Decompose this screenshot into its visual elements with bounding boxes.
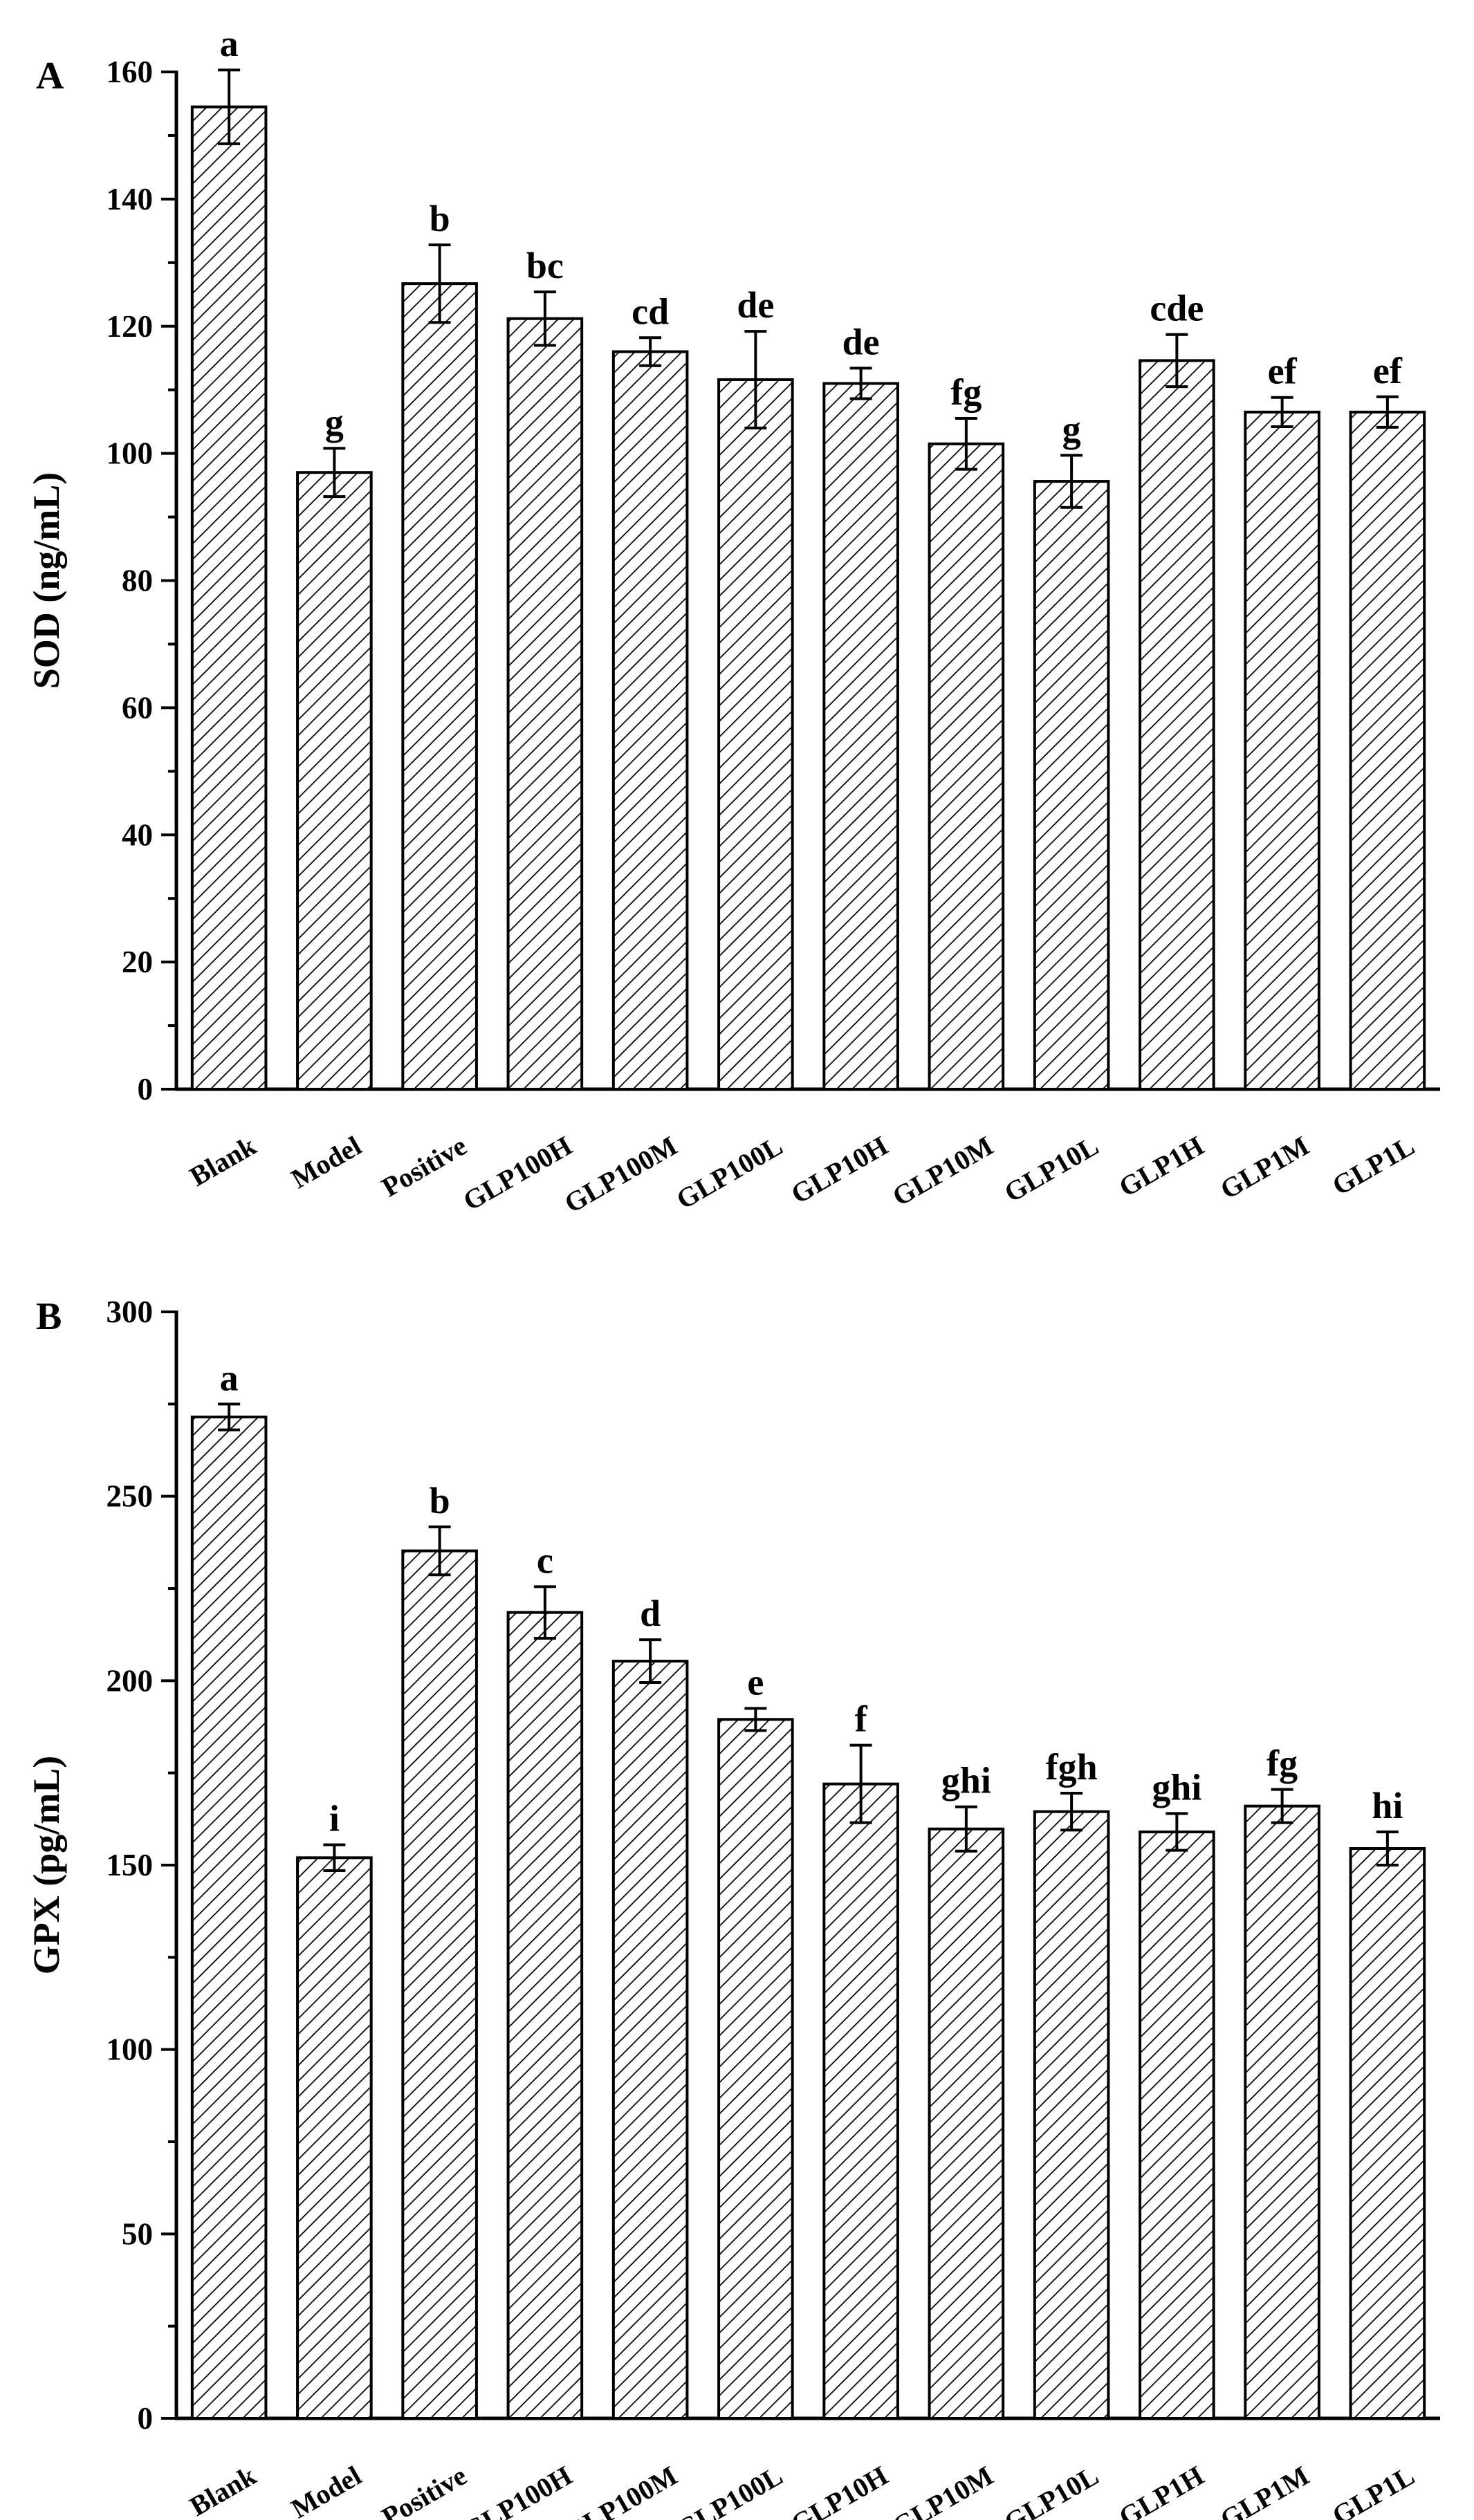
bar-glp1m [1244,410,1320,1091]
bar-model [296,1856,373,2420]
bar-glp1l [1349,410,1426,1091]
significance-label: cde [1150,288,1204,329]
y-tick-label: 120 [107,309,154,344]
category-label: GLP100M [559,2460,682,2520]
significance-label: g [325,401,344,443]
significance-label: ghi [941,1760,991,1801]
category-label: GLP1M [1215,1130,1314,1205]
bar-model [296,471,373,1091]
bar-positive [401,1549,478,2420]
category-label: GLP100H [458,1130,578,1217]
bar-glp1h [1139,359,1215,1091]
significance-label: b [430,1480,450,1521]
significance-label: cd [632,290,669,332]
significance-label: de [737,284,774,326]
y-tick-label: 0 [138,1072,154,1106]
significance-label: de [842,321,880,362]
significance-label: i [329,1798,340,1840]
y-tick-label: 40 [122,817,153,852]
category-label: GLP100L [671,1130,788,1215]
category-label: GLP10L [999,1130,1103,1208]
bar-glp1m [1244,1804,1320,2420]
category-label: GLP1H [1114,1130,1209,1203]
category-label: Blank [185,1129,262,1192]
category-label: Positive [376,2460,472,2520]
bar-glp10h [822,382,899,1091]
category-label: GLP1M [1215,2460,1314,2520]
significance-label: b [430,198,450,239]
significance-label: c [537,1539,553,1581]
bar-glp100m [611,1660,689,2420]
bar-positive [401,282,478,1091]
bar-glp100h [506,317,584,1091]
y-tick-label: 250 [107,1479,154,1514]
category-label: Blank [185,2459,262,2520]
bar-glp10l [1033,1810,1110,2420]
category-label: GLP100M [559,1130,682,1219]
bar-glp100l [717,378,794,1091]
bar-blank [190,1416,268,2420]
chart-panel-b: 0 50 100 150 200 250 300 B GPX (pg/mL) a Blank i Mod… [26,1295,1440,2520]
significance-label: a [220,23,239,64]
bar-glp1l [1349,1847,1426,2420]
significance-label: ef [1268,351,1298,392]
significance-label: fg [950,371,982,413]
y-axis-title: SOD (ng/mL) [26,472,67,689]
category-label: GLP10M [887,2460,998,2520]
significance-label: e [747,1661,764,1703]
panel-label: A [36,55,64,98]
category-label: GLP1L [1327,1130,1419,1201]
category-label: GLP10H [786,2460,893,2520]
y-tick-label: 160 [107,55,154,89]
significance-label: g [1062,408,1081,450]
category-label: Model [286,1130,367,1194]
y-tick-label: 140 [107,182,154,216]
y-tick-label: 80 [122,564,153,598]
significance-label: bc [526,245,564,286]
bar-blank [190,105,268,1091]
category-label: GLP10L [999,2460,1103,2520]
category-label: GLP100H [458,2460,578,2520]
category-label: Positive [376,1130,472,1203]
significance-label: d [640,1593,661,1634]
significance-label: f [855,1698,868,1740]
bar-glp10l [1033,480,1110,1091]
panel-label: B [36,1295,62,1338]
category-label: Model [286,2460,367,2520]
bar-glp1h [1139,1831,1215,2420]
significance-label: ghi [1152,1766,1201,1808]
significance-label: fg [1266,1743,1298,1784]
bar-glp100m [611,350,689,1091]
chart-panel-a: 0 20 40 60 80 100 120 140 160 A SOD (ng/mL) a Blank g… [26,23,1440,1219]
y-tick-label: 100 [107,436,154,471]
y-tick-label: 150 [107,1848,154,1882]
y-tick-label: 20 [122,945,153,979]
bar-glp10m [928,442,1005,1091]
significance-label: a [220,1357,239,1398]
bar-glp100h [506,1611,584,2420]
significance-label: fgh [1046,1746,1098,1788]
category-label: GLP1H [1114,2460,1209,2520]
y-tick-label: 60 [122,690,153,725]
y-tick-label: 200 [107,1663,154,1698]
bar-glp100l [717,1718,794,2420]
category-label: GLP1L [1327,2460,1419,2520]
bar-glp10h [822,1782,899,2420]
bar-glp10m [928,1827,1005,2420]
significance-label: ef [1373,350,1403,391]
y-tick-label: 0 [138,2401,154,2436]
category-label: GLP100L [671,2460,788,2520]
category-label: GLP10M [887,1130,998,1212]
y-tick-label: 300 [107,1295,154,1329]
y-tick-label: 100 [107,2032,154,2067]
category-label: GLP10H [786,1130,893,1210]
significance-label: hi [1372,1785,1403,1826]
y-tick-label: 50 [122,2216,153,2251]
y-axis-title: GPX (pg/mL) [26,1756,67,1975]
